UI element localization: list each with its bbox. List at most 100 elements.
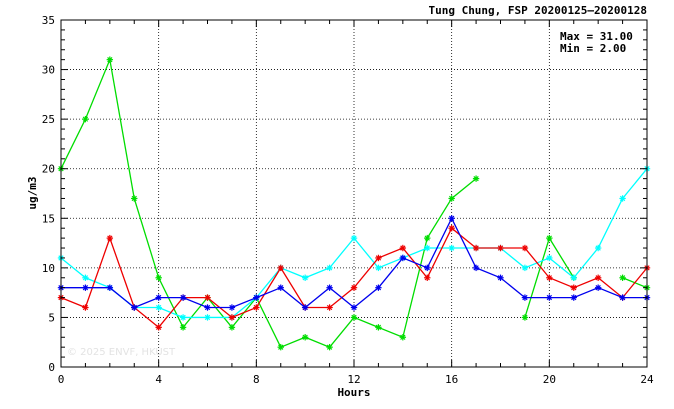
data-point (106, 234, 114, 242)
data-point (277, 284, 284, 291)
data-point (228, 314, 236, 321)
marker-stroke (424, 275, 430, 281)
marker-stroke (449, 225, 455, 231)
marker-stroke (571, 285, 577, 291)
marker-stroke (82, 285, 89, 291)
marker-stroke (400, 245, 406, 251)
series-line (61, 216, 647, 309)
data-point (204, 304, 211, 311)
data-point (594, 244, 602, 252)
marker-stroke (449, 215, 455, 221)
data-point (448, 244, 455, 252)
marker-stroke (375, 265, 382, 271)
marker-stroke (156, 275, 162, 281)
data-point (448, 225, 455, 232)
marker-stroke (497, 275, 504, 281)
data-point (277, 264, 284, 272)
marker-stroke (375, 255, 382, 261)
marker-stroke (278, 285, 284, 291)
y-axis-label: ug/m3 (26, 176, 39, 209)
data-point (82, 274, 89, 281)
marker-stroke (473, 245, 479, 251)
marker-stroke (229, 314, 235, 321)
marker-stroke (449, 245, 455, 251)
marker-stroke (522, 314, 528, 321)
data-point (472, 264, 480, 272)
marker-stroke (229, 324, 235, 331)
data-point (424, 244, 431, 252)
marker-stroke (253, 304, 259, 311)
y-tick-label: 20 (42, 163, 55, 176)
x-tick-label: 8 (253, 373, 260, 386)
y-tick-label: 15 (42, 212, 55, 225)
marker-stroke (619, 294, 626, 301)
data-point (424, 274, 431, 281)
marker-stroke (82, 275, 89, 281)
series-layer (57, 56, 651, 351)
marker-stroke (253, 294, 259, 301)
data-point (277, 343, 284, 351)
data-point (350, 304, 358, 311)
data-point (326, 343, 333, 351)
data-point (106, 284, 114, 291)
data-point (301, 304, 309, 311)
data-point (546, 234, 553, 242)
data-point (326, 304, 333, 311)
data-point (594, 274, 602, 281)
marker-stroke (571, 275, 577, 281)
data-point (472, 244, 480, 252)
series-line (60, 57, 477, 349)
data-point (375, 264, 382, 272)
marker-stroke (278, 344, 284, 350)
grid-lines (61, 20, 647, 367)
data-point (546, 254, 553, 262)
marker-stroke (424, 245, 430, 251)
data-point (301, 274, 309, 281)
x-tick-label: 0 (58, 373, 65, 386)
data-point (619, 294, 626, 301)
min-stat: Min = 2.00 (560, 42, 626, 55)
data-point (497, 274, 504, 281)
data-point (179, 294, 187, 301)
data-point (326, 284, 333, 291)
data-point (155, 304, 162, 311)
marker-stroke (351, 304, 357, 311)
marker-stroke (180, 294, 186, 301)
data-point (106, 56, 114, 63)
marker-stroke (619, 195, 626, 202)
data-point (179, 324, 187, 331)
data-point (399, 254, 407, 262)
data-point (448, 195, 455, 202)
marker-stroke (351, 285, 357, 291)
data-point (594, 284, 602, 291)
x-tick-label: 4 (155, 373, 162, 386)
marker-stroke (156, 304, 162, 311)
marker-stroke (595, 245, 601, 251)
marker-stroke (546, 235, 552, 241)
marker-stroke (131, 195, 137, 202)
data-point (155, 294, 162, 301)
data-point (131, 304, 138, 311)
marker-stroke (326, 344, 333, 350)
x-tick-label: 12 (347, 373, 360, 386)
marker-stroke (107, 235, 113, 241)
marker-stroke (571, 294, 577, 301)
marker-stroke (82, 304, 89, 311)
data-point (228, 324, 236, 331)
marker-stroke (302, 334, 308, 340)
marker-stroke (449, 195, 455, 202)
marker-stroke (180, 324, 186, 331)
data-point (82, 304, 89, 311)
y-tick-label: 0 (48, 361, 55, 374)
data-point (155, 274, 162, 281)
data-point (375, 324, 382, 331)
marker-stroke (107, 285, 113, 291)
data-point (472, 175, 480, 182)
series-3 (57, 215, 651, 311)
data-point (82, 284, 89, 291)
y-tick-label: 30 (42, 64, 55, 77)
marker-stroke (595, 285, 601, 291)
max-stat: Max = 31.00 (560, 30, 633, 43)
marker-stroke (326, 265, 333, 271)
